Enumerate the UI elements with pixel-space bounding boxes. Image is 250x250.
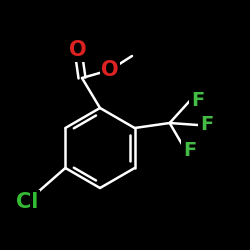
Text: O: O xyxy=(101,60,119,80)
Text: F: F xyxy=(183,142,196,161)
Text: Cl: Cl xyxy=(16,192,38,212)
Text: F: F xyxy=(200,116,213,134)
Text: F: F xyxy=(191,92,204,110)
Text: O: O xyxy=(69,40,87,60)
